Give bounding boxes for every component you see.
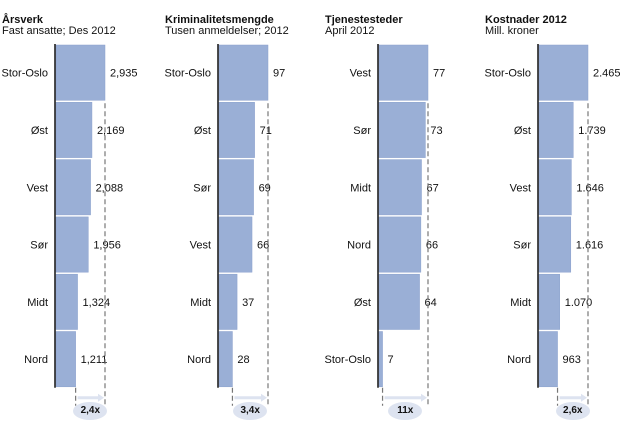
bar [55, 44, 106, 101]
bar [538, 331, 558, 388]
value-label: 69 [259, 182, 271, 194]
chart-subtitle: Mill. kroner [485, 25, 539, 37]
bar [538, 44, 589, 101]
bar [218, 216, 253, 273]
value-label: 77 [433, 68, 445, 80]
value-label: 1.739 [578, 125, 606, 137]
category-label: Sør [353, 125, 371, 137]
category-label: Nord [347, 240, 371, 252]
category-label: Sør [30, 240, 48, 252]
category-label: Sør [513, 240, 531, 252]
category-label: Midt [190, 297, 211, 309]
chart-title: Årsverk [2, 14, 43, 26]
category-label: Vest [510, 182, 531, 194]
value-label: 1,211 [81, 354, 108, 366]
ratio-badge: 2,6x [555, 402, 590, 420]
category-label: Øst [354, 297, 371, 309]
bar [218, 331, 233, 388]
ratio-badge: 11x [388, 402, 423, 420]
bar [55, 102, 93, 158]
bar [218, 102, 255, 158]
bar [538, 216, 572, 273]
category-label: Stor-Oslo [165, 68, 211, 80]
chart-subtitle: April 2012 [325, 25, 375, 37]
ratio-arrow-head [581, 393, 587, 402]
chart-svg: Stor-Oslo 2,935 Øst 2,169 Vest 2,088 Sør 1,956 M… [2, 44, 138, 406]
chart-subtitle: Tusen anmeldelser; 2012 [165, 25, 289, 37]
bar [378, 331, 383, 388]
bar [218, 159, 254, 216]
value-label: 2,169 [97, 125, 125, 137]
category-label: Øst [514, 125, 531, 137]
category-label: Midt [350, 182, 371, 194]
bar [378, 44, 429, 101]
bar [218, 273, 238, 330]
category-label: Vest [350, 68, 371, 80]
chart-svg: Stor-Oslo 97 Øst 71 Sør 69 Vest 66 Midt 37 Nord 28 [165, 44, 285, 406]
bar [378, 216, 422, 273]
bar [538, 273, 560, 330]
category-label: Midt [510, 297, 531, 309]
category-label: Midt [27, 297, 48, 309]
value-label: 1.646 [576, 182, 604, 194]
category-label: Stor-Oslo [485, 68, 531, 80]
value-label: 37 [242, 297, 254, 309]
panel-kostnader: Kostnader 2012 Mill. kroner Stor-Oslo 2.4… [485, 0, 620, 437]
category-label: Sør [193, 182, 211, 194]
value-label: 1,324 [83, 297, 111, 309]
ratio-arrow-head [421, 393, 427, 402]
bar [538, 102, 574, 158]
ratio-badge: 2,4x [73, 402, 108, 420]
panel-arsverk: Årsverk Fast ansatte; Des 2012 Stor-Oslo… [2, 0, 152, 437]
value-label: 2,088 [96, 182, 124, 194]
bar [55, 273, 78, 330]
value-label: 71 [260, 125, 272, 137]
chart-title: Tjenestesteder [325, 14, 403, 26]
bar [55, 216, 89, 273]
ratio-arrow-head [98, 393, 104, 402]
ratio-arrow-head [261, 393, 267, 402]
chart-svg: Stor-Oslo 2.465 Øst 1.739 Vest 1.646 Sør 1.616 M… [485, 44, 620, 406]
value-label: 28 [237, 354, 249, 366]
bar [378, 273, 420, 330]
value-label: 64 [425, 297, 437, 309]
category-label: Nord [24, 354, 48, 366]
value-label: 66 [426, 240, 438, 252]
value-label: 97 [273, 68, 285, 80]
bar [55, 159, 91, 216]
category-label: Nord [187, 354, 211, 366]
chart-subtitle: Fast ansatte; Des 2012 [2, 25, 116, 37]
category-label: Vest [190, 240, 211, 252]
bar [55, 331, 76, 388]
value-label: 1.070 [565, 297, 593, 309]
category-label: Øst [194, 125, 211, 137]
ratio-badge: 3,4x [233, 402, 268, 420]
value-label: 1,956 [93, 240, 121, 252]
category-label: Vest [27, 182, 48, 194]
value-label: 2.465 [593, 68, 620, 80]
panel-tjenestesteder: Tjenestesteder April 2012 Vest 77 Sør 73 Mid… [325, 0, 475, 437]
category-label: Nord [507, 354, 531, 366]
bar [378, 102, 426, 158]
bar [218, 44, 269, 101]
category-label: Stor-Oslo [2, 68, 48, 80]
chart-title: Kriminalitetsmengde [165, 14, 274, 26]
chart-title: Kostnader 2012 [485, 14, 567, 26]
bar [538, 159, 572, 216]
value-label: 67 [427, 182, 439, 194]
value-label: 963 [563, 354, 581, 366]
bar [378, 159, 422, 216]
value-label: 7 [388, 354, 394, 366]
value-label: 1.616 [576, 240, 604, 252]
category-label: Stor-Oslo [325, 354, 371, 366]
value-label: 73 [430, 125, 442, 137]
value-label: 2,935 [110, 68, 138, 80]
panel-kriminalitetsmengde: Kriminalitetsmengde Tusen anmeldelser; 2… [165, 0, 315, 437]
category-label: Øst [31, 125, 48, 137]
value-label: 66 [257, 240, 269, 252]
chart-svg: Vest 77 Sør 73 Midt 67 Nord 66 Øst 64 Stor-Oslo 7 [325, 44, 445, 406]
